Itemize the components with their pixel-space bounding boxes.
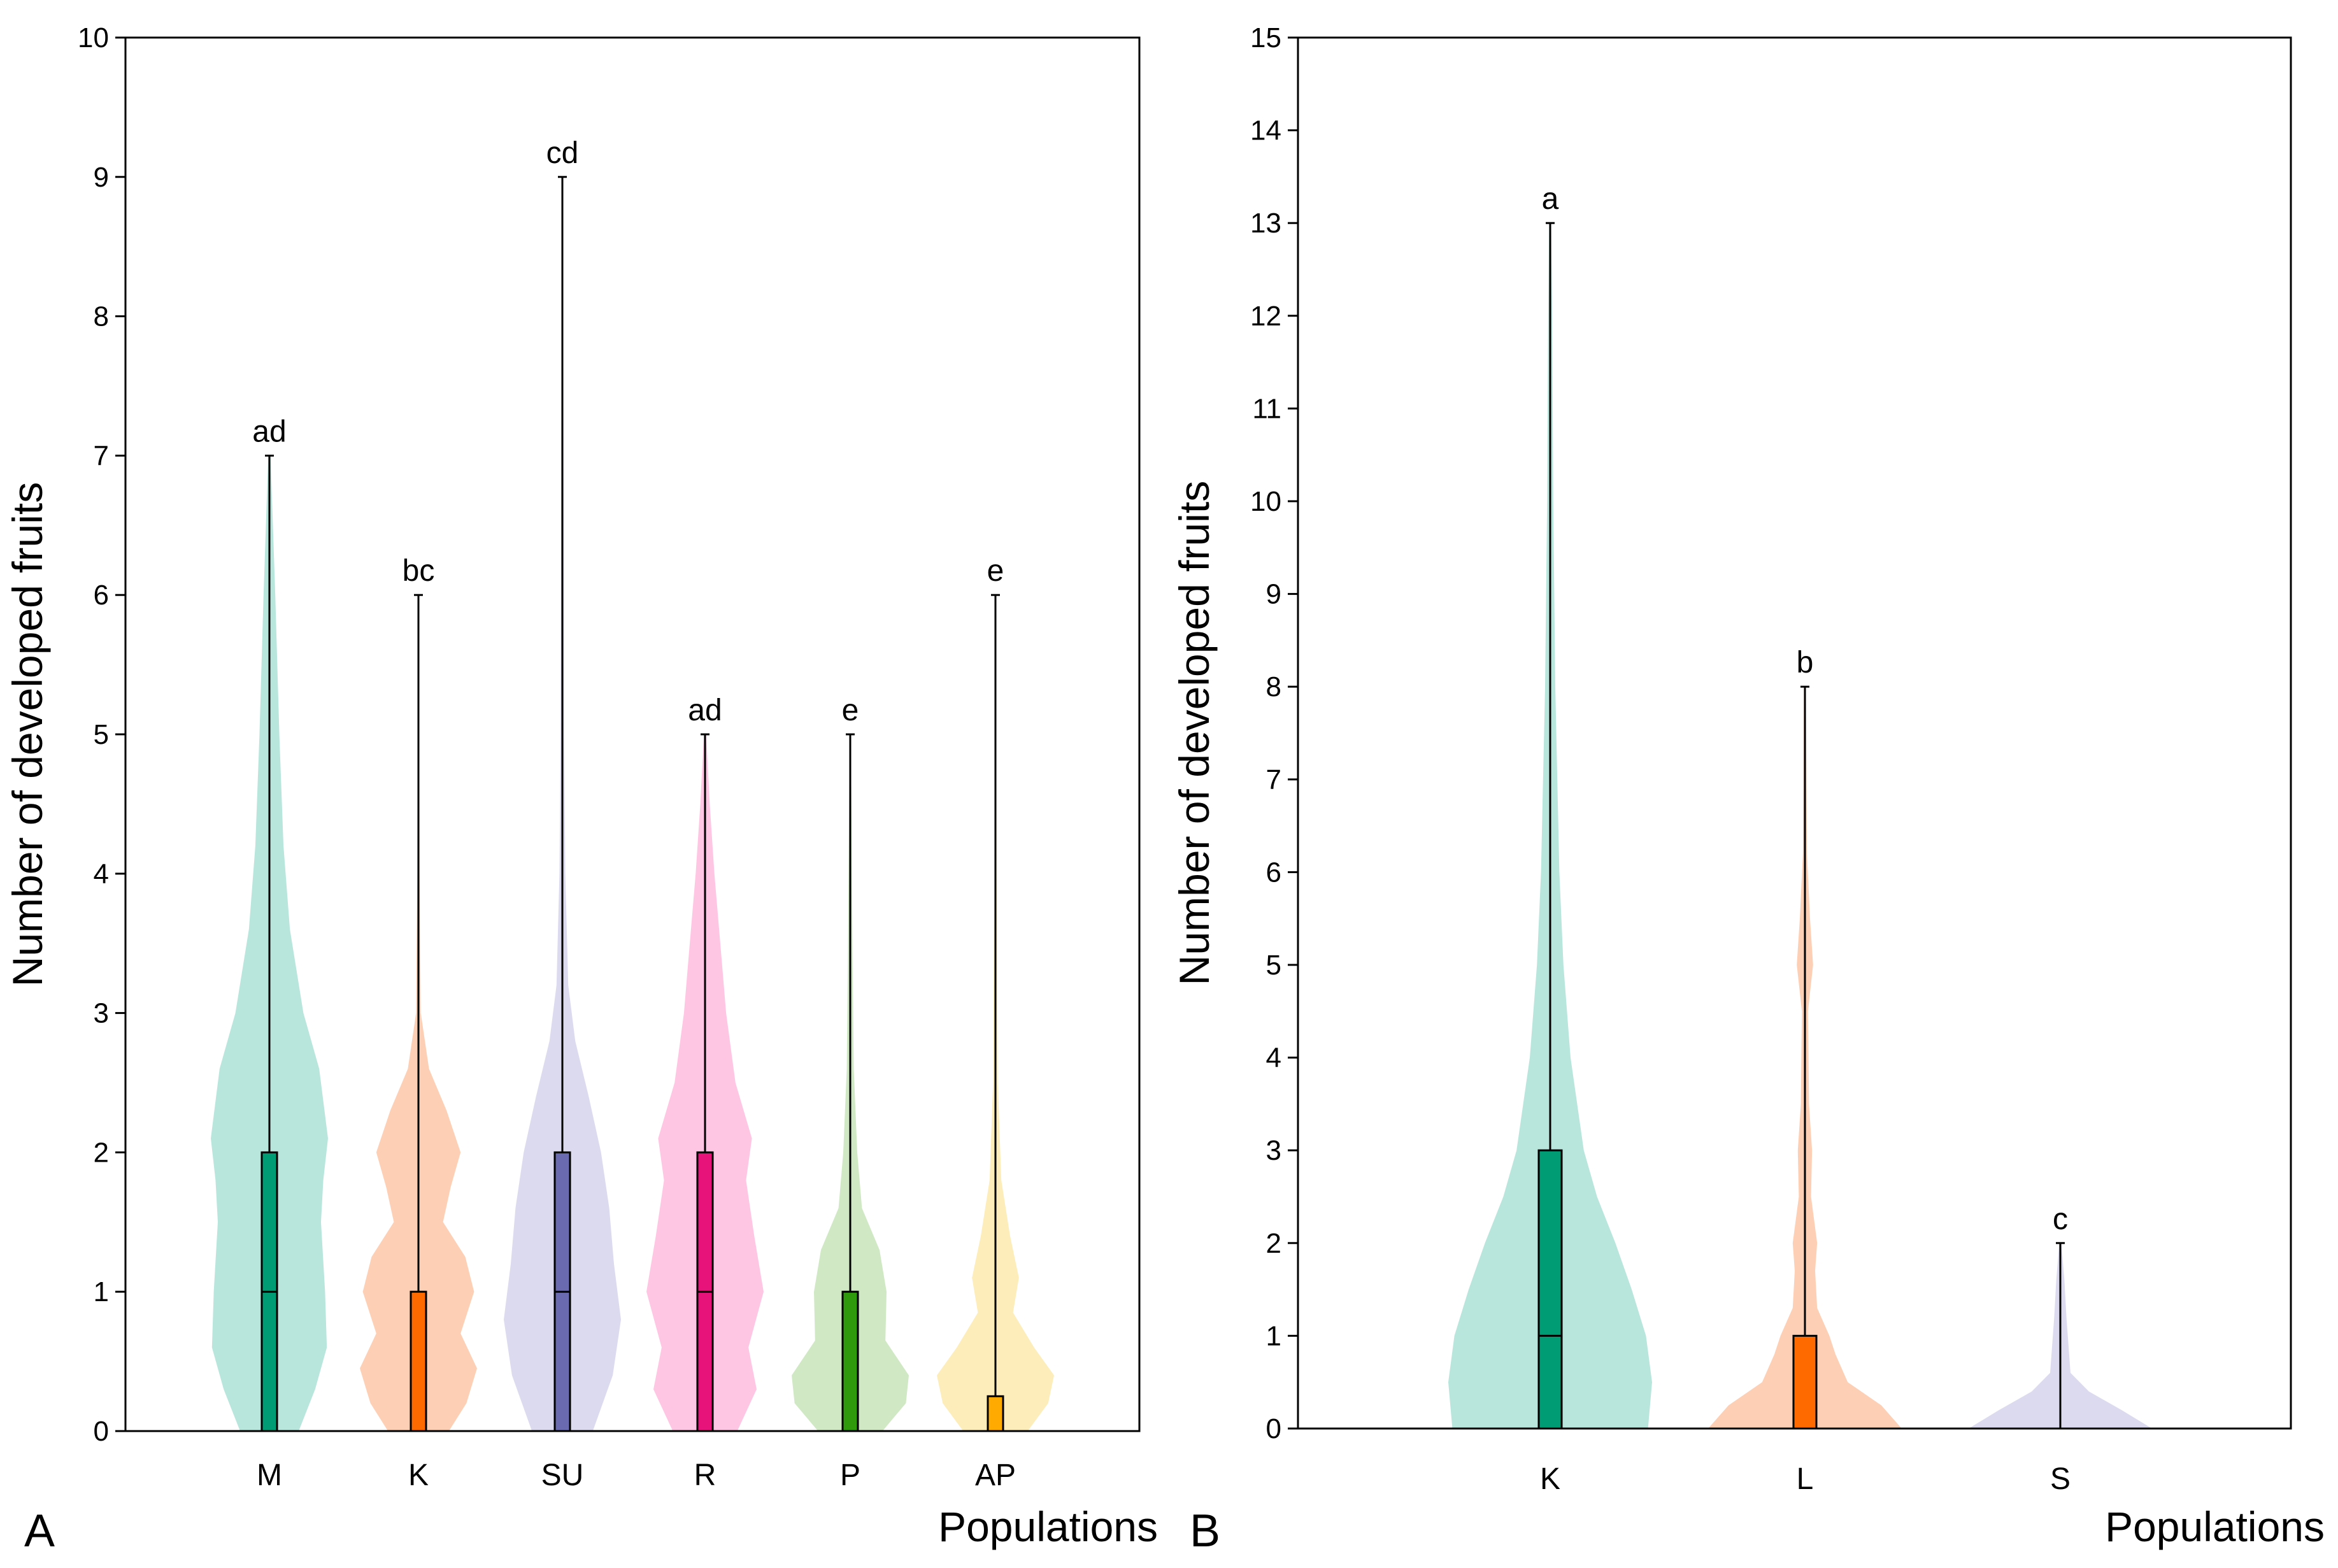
plot-frame-b xyxy=(1297,36,2292,1430)
y-tick-label-b: 12 xyxy=(1250,301,1281,332)
y-tick-label-b: 14 xyxy=(1250,115,1281,146)
y-tick-label-b: 0 xyxy=(1266,1413,1281,1444)
y-tick-label-b: 1 xyxy=(1266,1320,1281,1351)
category-label-a-p: P xyxy=(840,1458,860,1492)
box-a-p xyxy=(841,1290,859,1432)
y-tick-label-a: 9 xyxy=(94,162,109,193)
y-tick-label-b: 13 xyxy=(1250,208,1281,239)
y-tick-label-b: 3 xyxy=(1266,1135,1281,1166)
y-tick-label-a: 1 xyxy=(94,1276,109,1308)
significance-label-a-p: e xyxy=(842,694,859,727)
significance-label-b-l: b xyxy=(1797,646,1814,680)
y-axis-title-b: Number of developed fruits xyxy=(1171,481,1218,985)
box-a-k xyxy=(410,1290,427,1432)
panel-letter-a: A xyxy=(24,1506,55,1557)
category-label-b-l: L xyxy=(1797,1462,1814,1496)
y-tick-label-b: 9 xyxy=(1266,579,1281,610)
y-tick-label-b: 15 xyxy=(1250,22,1281,53)
y-tick-label-b: 7 xyxy=(1266,764,1281,795)
significance-label-a-ap: e xyxy=(987,554,1004,588)
y-tick-label-a: 4 xyxy=(94,859,109,890)
y-tick-label-a: 2 xyxy=(94,1137,109,1168)
y-tick-label-a: 5 xyxy=(94,719,109,750)
y-tick-label-b: 8 xyxy=(1266,671,1281,702)
panel-a-chart: 0 1 2 3 4 5 6 7 8 9 10 ad Mbc Kcd SU ad Re Pe AP Number of … xyxy=(4,22,1158,1557)
category-label-a-su: SU xyxy=(541,1458,584,1492)
y-tick-label-a: 3 xyxy=(94,998,109,1029)
category-label-a-m: M xyxy=(257,1458,282,1492)
x-axis-title-a: Populations xyxy=(938,1503,1158,1550)
y-tick-label-a: 10 xyxy=(78,22,109,53)
category-label-a-r: R xyxy=(694,1458,716,1492)
y-tick-label-a: 6 xyxy=(94,580,109,611)
y-tick-label-b: 2 xyxy=(1266,1228,1281,1259)
y-tick-label-b: 5 xyxy=(1266,950,1281,981)
y-tick-label-b: 4 xyxy=(1266,1043,1281,1074)
significance-label-a-r: ad xyxy=(688,694,722,727)
category-label-a-ap: AP xyxy=(975,1458,1016,1492)
significance-label-a-m: ad xyxy=(252,415,286,448)
y-axis-title-a: Number of developed fruits xyxy=(4,482,51,987)
significance-label-b-s: c xyxy=(2053,1202,2068,1236)
category-label-b-s: S xyxy=(2050,1462,2071,1496)
box-b-l xyxy=(1792,1334,1818,1430)
y-tick-label-b: 6 xyxy=(1266,857,1281,888)
y-tick-label-a: 7 xyxy=(94,440,109,471)
x-axis-title-b: Populations xyxy=(2105,1503,2325,1550)
category-label-a-k: K xyxy=(408,1458,429,1492)
category-label-b-k: K xyxy=(1540,1462,1560,1496)
panel-letter-b: B xyxy=(1190,1506,1220,1557)
y-tick-label-b: 11 xyxy=(1252,393,1281,424)
significance-label-a-su: cd xyxy=(546,136,579,170)
significance-label-a-k: bc xyxy=(403,554,435,588)
y-tick-label-a: 8 xyxy=(94,301,109,332)
box-a-ap xyxy=(987,1395,1004,1432)
y-tick-label-b: 10 xyxy=(1250,486,1281,517)
y-tick-label-a: 0 xyxy=(94,1416,109,1447)
box-b-k xyxy=(1537,1149,1563,1430)
significance-label-b-k: a xyxy=(1542,182,1559,216)
